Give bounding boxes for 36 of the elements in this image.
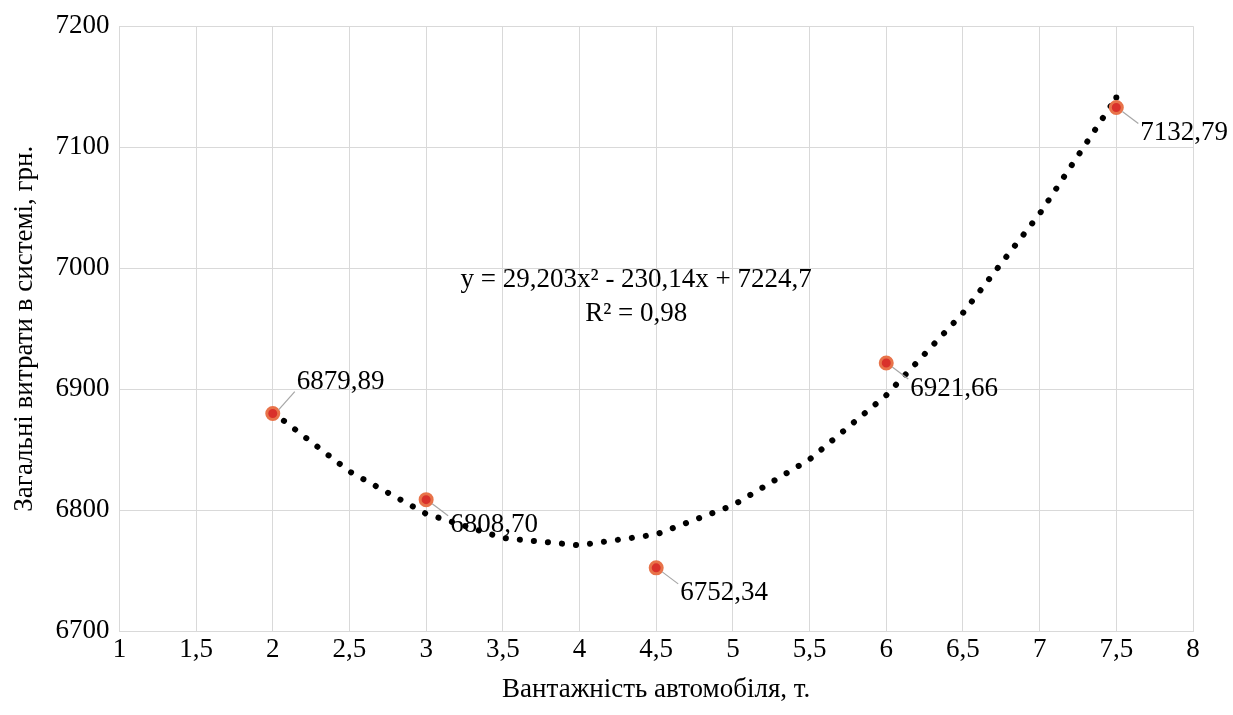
data-label: 7132,79 [1140, 116, 1229, 147]
x-tick-label: 5,5 [792, 633, 827, 664]
x-tick-label: 7 [1032, 633, 1047, 664]
x-tick-label: 4 [572, 633, 587, 664]
data-label: 6752,34 [680, 576, 769, 607]
y-tick-label: 7200 [55, 9, 110, 40]
point [878, 355, 894, 371]
y-tick-label: 7000 [55, 251, 110, 282]
data-label: 6879,89 [296, 365, 385, 396]
point [648, 560, 664, 576]
x-tick-label: 6,5 [946, 633, 980, 664]
y-tick-label: 6800 [55, 493, 110, 524]
x-tick-label: 1,5 [179, 633, 213, 664]
x-tick-label: 3 [419, 633, 433, 664]
x-tick-label: 1 [112, 633, 127, 664]
x-tick-label: 2 [266, 633, 280, 664]
x-tick-label: 4,5 [639, 633, 674, 664]
point [1113, 94, 1120, 101]
annotation: y = 29,203x² - 230,14x + 7224,7 [460, 263, 812, 294]
data-label: 6921,66 [910, 371, 999, 402]
data-label: 6808,70 [450, 508, 538, 539]
y-tick-label: 6900 [55, 372, 110, 403]
x-tick-label: 2,5 [332, 633, 367, 664]
annotation: R² = 0,98 [585, 297, 688, 328]
point [1108, 100, 1124, 116]
x-tick-label: 6 [879, 633, 894, 664]
x-tick-label: 5 [726, 633, 740, 664]
x-tick-label: 3,5 [485, 633, 520, 664]
y-axis-title: Загальні витрати в системі, грн. [8, 145, 39, 512]
x-axis-title: Вантажність автомобіля, т. [502, 672, 811, 703]
point [265, 406, 281, 422]
x-tick-label: 7,5 [1099, 633, 1134, 664]
y-tick-label: 7100 [55, 130, 110, 161]
x-tick-label: 8 [1186, 633, 1200, 664]
y-tick-label: 6700 [55, 614, 110, 645]
point [418, 492, 434, 508]
